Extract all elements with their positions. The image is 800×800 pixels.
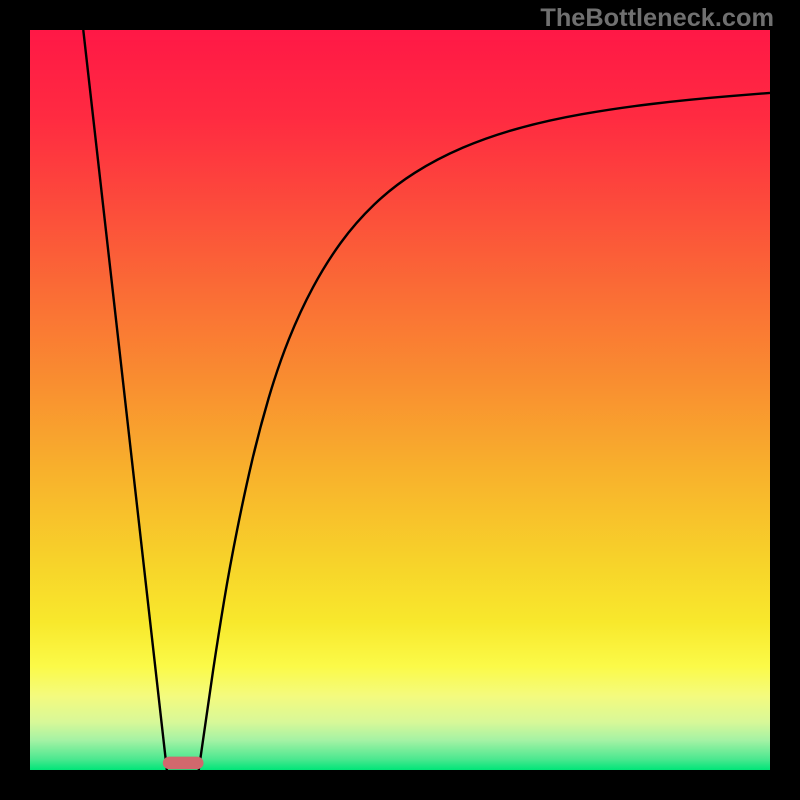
watermark-text: TheBottleneck.com bbox=[540, 4, 774, 33]
optimal-marker bbox=[30, 30, 770, 770]
plot-area bbox=[30, 30, 770, 770]
outer-frame: TheBottleneck.com bbox=[0, 0, 800, 800]
optimal-marker-pill bbox=[163, 757, 204, 770]
